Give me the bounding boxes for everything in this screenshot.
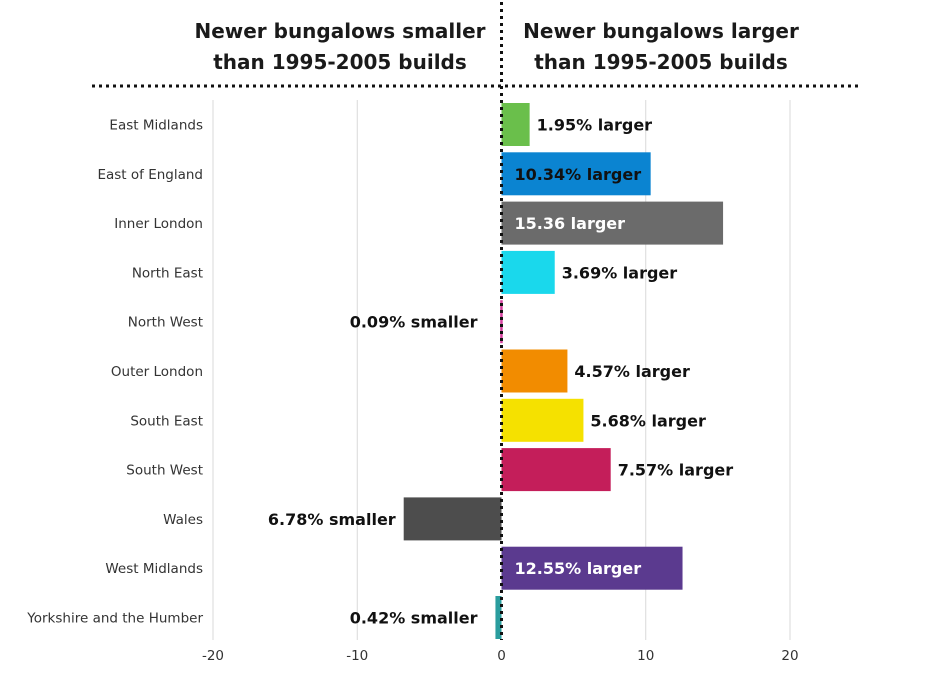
- bar-outer-london: [501, 349, 568, 393]
- x-tick-label: -20: [202, 648, 224, 664]
- bar-south-east: [501, 398, 584, 442]
- category-label: Yorkshire and the Humber: [26, 611, 203, 627]
- category-label: Outer London: [111, 364, 203, 380]
- x-tick-label: -10: [346, 648, 368, 664]
- x-tick-label: 10: [637, 648, 654, 664]
- category-label: East Midlands: [109, 118, 203, 134]
- data-label: 6.78% smaller: [268, 510, 396, 529]
- data-label: 1.95% larger: [537, 116, 653, 135]
- category-label: South East: [130, 413, 203, 429]
- bar-yorkshire-and-the-humber: [495, 596, 502, 639]
- category-label: West Midlands: [105, 561, 203, 577]
- data-label: 0.09% smaller: [350, 313, 478, 332]
- category-label: South West: [126, 463, 203, 479]
- x-tick-label: 20: [781, 648, 798, 664]
- right-section-header: Newer bungalows larger than 1995-2005 bu…: [523, 19, 799, 74]
- bar-south-west: [501, 448, 611, 492]
- data-label: 3.69% larger: [562, 263, 678, 282]
- bar-wales: [403, 497, 502, 541]
- bar-north-east: [501, 250, 555, 294]
- data-label: 10.34% larger: [515, 165, 642, 184]
- data-label: 0.42% smaller: [350, 609, 478, 628]
- category-label: East of England: [97, 167, 203, 183]
- category-label: Wales: [163, 512, 203, 528]
- category-label: North West: [128, 315, 203, 331]
- category-label: North East: [132, 265, 203, 281]
- data-label: 5.68% larger: [590, 411, 706, 430]
- bar-inner-london: [501, 201, 724, 245]
- bar-east-midlands: [501, 103, 530, 146]
- left-section-header: Newer bungalows smaller than 1995-2005 b…: [194, 19, 486, 74]
- x-tick-label: 0: [497, 648, 506, 664]
- bar-east-of-england: [501, 152, 651, 196]
- data-label: 4.57% larger: [574, 362, 690, 381]
- category-label: Inner London: [114, 216, 203, 232]
- data-label: 12.55% larger: [515, 559, 642, 578]
- data-label: 7.57% larger: [618, 461, 734, 480]
- bar-north-west: [500, 300, 503, 344]
- bar-west-midlands: [501, 546, 683, 590]
- data-label: 15.36 larger: [515, 214, 626, 233]
